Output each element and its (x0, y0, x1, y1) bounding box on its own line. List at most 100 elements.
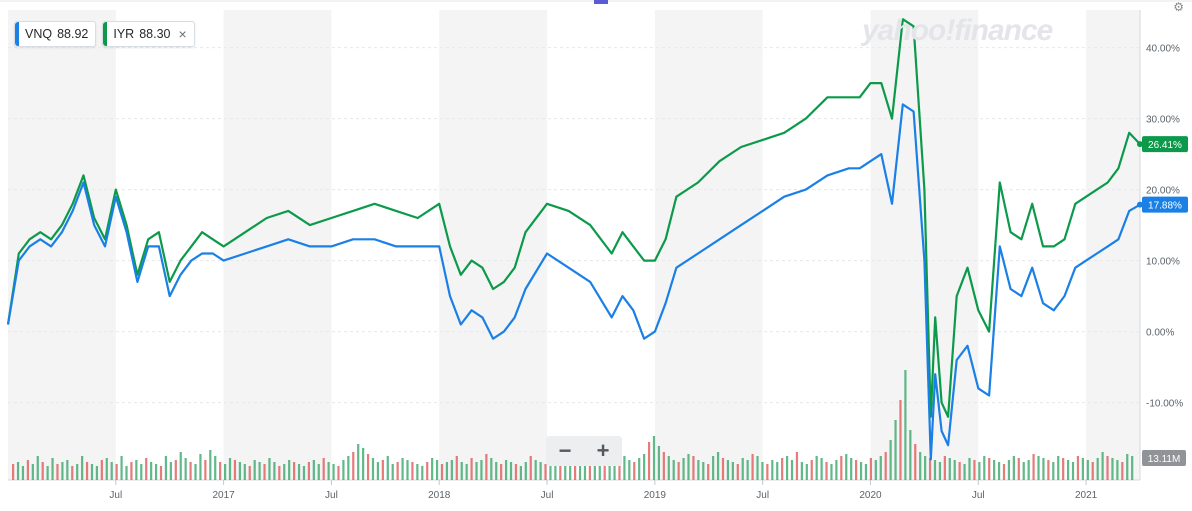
volume-bar (761, 462, 764, 480)
volume-bar (583, 460, 587, 480)
volume-bar (184, 458, 187, 480)
volume-bar (1012, 456, 1015, 480)
series-line-iyr (6, 18, 1141, 418)
volume-bar (810, 460, 813, 480)
shaded-band (654, 10, 763, 480)
series-end-label-box (1142, 136, 1188, 153)
volume-bar (578, 464, 582, 480)
volume-bar (278, 466, 281, 480)
volume-bar (258, 462, 261, 480)
volume-bar (56, 464, 59, 480)
volume-bar (327, 462, 330, 480)
volume-bar (988, 458, 991, 480)
volume-bar (731, 462, 734, 480)
yahoo-finance-logo: yahoo!finance (862, 14, 1053, 47)
volume-bar (938, 462, 942, 480)
volume-bar (766, 464, 769, 480)
remove-series-icon[interactable]: × (178, 26, 187, 42)
volume-bar (1126, 454, 1129, 480)
volume-bar (623, 456, 626, 480)
volume-bar (899, 400, 902, 480)
volume-label-box (1142, 450, 1186, 466)
volume-bar (1066, 460, 1070, 480)
volume-bar (90, 464, 94, 480)
x-tick-label: Jul (109, 490, 122, 501)
y-tick-label: 40.00% (1146, 44, 1180, 55)
volume-bar (1042, 458, 1045, 480)
legend: VNQ 88.92 IYR 88.30 × (14, 21, 195, 47)
volume-bar (125, 466, 128, 480)
volume-bar (154, 464, 158, 480)
volume-bar (864, 464, 868, 480)
volume-bar (850, 458, 853, 480)
volume-bar (475, 462, 478, 480)
volume-bar (85, 462, 89, 480)
volume-bar (273, 462, 276, 480)
x-tick-label: Jul (325, 490, 338, 501)
volume-bar (1091, 462, 1094, 480)
volume-bar (110, 462, 113, 480)
volume-bar (1106, 456, 1109, 480)
volume-bar (431, 458, 434, 480)
volume-bar (973, 460, 976, 480)
settings-icon[interactable]: ⚙ (1173, 0, 1184, 14)
volume-bar (948, 458, 951, 480)
volume-bar (169, 462, 172, 480)
volume-bar (495, 462, 498, 480)
legend-value: 88.92 (57, 27, 89, 41)
volume-bar (307, 462, 311, 480)
volume-bar (549, 458, 552, 480)
volume-bar (756, 456, 759, 480)
volume-bar (603, 458, 606, 480)
volume-bar (662, 452, 665, 480)
volume-bar (1131, 456, 1134, 480)
volume-bar (480, 460, 483, 480)
x-tick-label: Jul (756, 490, 769, 501)
volume-bar (628, 460, 631, 480)
legend-color-iyr (103, 22, 108, 46)
series-end-label: 17.88% (1148, 201, 1182, 212)
volume-bar (371, 458, 375, 480)
volume-bar (785, 456, 789, 480)
volume-bar (199, 454, 202, 480)
volume-bar (426, 462, 429, 480)
volume-bar (593, 452, 596, 480)
volume-bar (381, 460, 384, 480)
volume-bar (613, 462, 616, 480)
volume-bar (800, 462, 803, 480)
volume-bar (288, 460, 291, 480)
volume-bar (81, 456, 84, 480)
volume-bar (1071, 462, 1075, 480)
volume-bar (554, 454, 557, 480)
volume-bar (953, 460, 956, 480)
volume-bar (362, 448, 365, 480)
volume-bar (830, 464, 833, 480)
volume-bar (618, 464, 621, 480)
volume-bar (406, 460, 409, 480)
legend-chip-iyr[interactable]: IYR 88.30 × (102, 21, 195, 47)
volume-bar (574, 458, 577, 480)
legend-chip-vnq[interactable]: VNQ 88.92 (14, 21, 97, 47)
zoom-out-button[interactable]: − (558, 438, 572, 463)
volume-bar (914, 444, 917, 480)
volume-bar (1027, 460, 1030, 480)
volume-bar (697, 460, 700, 480)
volume-bar (120, 456, 123, 480)
volume-bar (1121, 462, 1124, 480)
volume-bar (411, 462, 414, 480)
volume-bar (716, 452, 720, 480)
volume-bar (820, 458, 823, 480)
volume-bar (771, 460, 774, 480)
volume-bar (440, 464, 444, 480)
y-tick-label: 0.00% (1146, 328, 1174, 339)
volume-bar (150, 462, 153, 480)
volume-bar (643, 454, 646, 480)
volume-bar (297, 464, 301, 480)
volume-bar (874, 460, 877, 480)
volume-bar (958, 462, 961, 480)
volume-bar (253, 460, 256, 480)
volume-bar (1116, 460, 1119, 480)
range-marker[interactable] (594, 0, 608, 4)
zoom-in-button[interactable]: + (596, 438, 610, 463)
volume-bar (223, 464, 227, 480)
